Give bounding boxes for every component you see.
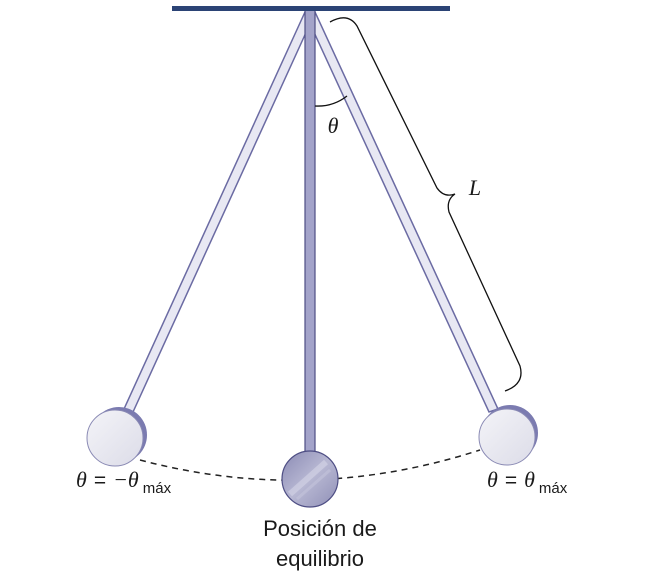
left-rod	[124, 12, 314, 412]
equilibrium-label-line1: Posición de	[263, 516, 377, 541]
center-bob	[282, 451, 338, 507]
angle-label: θ	[328, 113, 339, 138]
right-rod	[306, 12, 498, 412]
right-bob	[479, 405, 538, 465]
length-label: L	[468, 175, 481, 200]
center-rod	[305, 10, 315, 455]
support-bar	[172, 6, 450, 11]
angle-arc	[315, 96, 347, 106]
left-position-label: θ = −θ máx	[76, 467, 172, 497]
equilibrium-label-line2: equilibrio	[276, 546, 364, 571]
length-brace	[330, 18, 521, 391]
right-position-label: θ = θ máx	[487, 467, 568, 497]
left-bob	[87, 407, 147, 466]
